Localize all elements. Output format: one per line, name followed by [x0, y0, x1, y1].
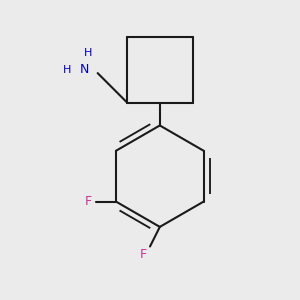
Text: H: H [62, 65, 71, 75]
Text: F: F [140, 248, 147, 261]
Text: H: H [84, 49, 92, 58]
Text: F: F [85, 195, 92, 208]
Text: N: N [80, 63, 89, 76]
